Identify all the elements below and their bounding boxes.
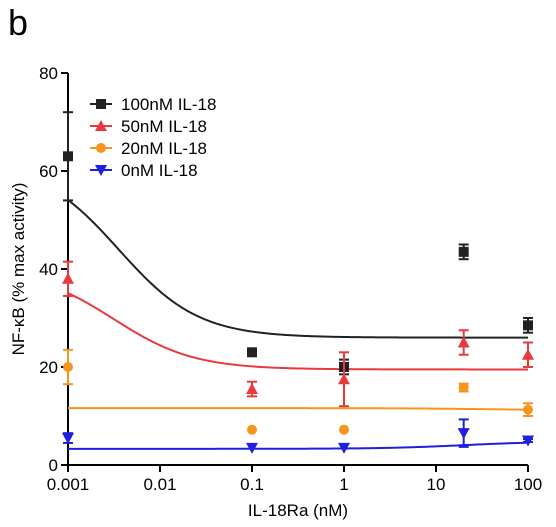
fit-curve xyxy=(68,441,529,450)
data-point xyxy=(246,442,258,454)
data-point xyxy=(522,435,534,447)
data-point xyxy=(457,336,470,348)
data-point xyxy=(338,442,350,454)
x-tick-label: 0.1 xyxy=(240,475,264,494)
data-point xyxy=(62,433,74,445)
legend-label: 50nM IL-18 xyxy=(121,117,207,136)
fit-curves xyxy=(67,199,529,450)
x-tick-label: 100 xyxy=(514,475,542,494)
data-point xyxy=(522,348,534,360)
x-tick-label: 1 xyxy=(339,475,348,494)
data-point xyxy=(523,320,533,331)
legend-marker xyxy=(95,165,107,176)
x-tick-label: 0.01 xyxy=(143,475,176,494)
legend-label: 100nM IL-18 xyxy=(121,95,216,114)
panel-label: b xyxy=(8,2,29,43)
data-point xyxy=(63,151,73,162)
y-axis-label: NF-κB (% max activity) xyxy=(9,183,28,356)
legend-marker xyxy=(96,143,106,153)
data-points xyxy=(62,111,534,454)
y-tick-label: 0 xyxy=(49,456,58,475)
data-point xyxy=(457,428,470,440)
y-tick-label: 20 xyxy=(39,358,58,377)
legend-marker xyxy=(96,99,106,109)
fit-curve xyxy=(67,199,528,339)
legend-label: 0nM IL-18 xyxy=(121,161,198,180)
data-point xyxy=(62,272,74,284)
y-tick-label: 80 xyxy=(39,64,58,83)
data-point xyxy=(523,404,533,415)
data-point xyxy=(63,362,73,372)
x-tick-label: 10 xyxy=(427,475,446,494)
data-point xyxy=(458,382,469,393)
data-point xyxy=(246,383,258,395)
data-point xyxy=(247,347,257,358)
data-point xyxy=(338,373,350,385)
data-point xyxy=(247,424,257,435)
x-tick-label: 0.001 xyxy=(47,475,90,494)
legend-marker xyxy=(95,120,107,131)
data-point xyxy=(339,424,349,435)
y-tick-label: 40 xyxy=(39,260,58,279)
legend-label: 20nM IL-18 xyxy=(121,139,207,158)
fit-curve xyxy=(67,292,528,371)
fit-curve xyxy=(68,407,529,411)
y-tick-label: 60 xyxy=(39,162,58,181)
data-point xyxy=(458,246,469,257)
x-axis-label: IL-18Ra (nM) xyxy=(248,501,348,520)
legend: 100nM IL-18 50nM IL-18 20nM IL-18 0nM IL-18 xyxy=(90,95,216,180)
